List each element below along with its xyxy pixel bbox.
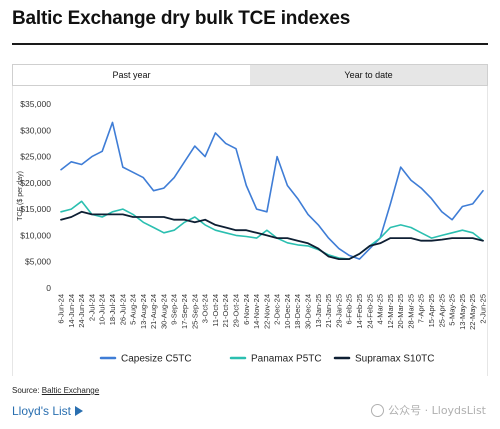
legend-label: Capesize C5TC <box>121 354 192 365</box>
x-tick-label: 26-Jul-24 <box>118 294 127 325</box>
title-divider <box>12 43 488 45</box>
x-tick-label: 18-Jul-24 <box>108 294 117 325</box>
x-tick-label: 15-Apr-25 <box>427 294 436 327</box>
x-tick-label: 24-Jun-24 <box>77 294 86 328</box>
y-tick-label: $30,000 <box>20 125 51 135</box>
y-axis-title: TCE ($ per day) <box>17 171 24 221</box>
y-tick-label: $35,000 <box>20 99 51 109</box>
x-tick-label: 22-May-25 <box>468 294 477 330</box>
line-chart: 0 $5,000 $10,000 $15,000 $20,000 $25,000 $30,0… <box>17 99 488 365</box>
x-tick-label: 14-Jun-24 <box>67 294 76 328</box>
series-line-capesize-c5tc <box>60 121 484 260</box>
x-tick-label: 22-Nov-24 <box>262 294 271 329</box>
x-tick-label: 28-Mar-25 <box>406 294 415 329</box>
x-tick-label: 11-Oct-24 <box>211 294 220 327</box>
x-tick-label: 4-Mar-25 <box>376 294 385 324</box>
legend-item: Supramax S10TC <box>333 354 434 365</box>
tab-bar: Past year Year to date <box>12 64 488 86</box>
x-tick-label: 9-Sep-24 <box>170 294 179 325</box>
x-tick-label: 25-Apr-25 <box>437 294 446 327</box>
brand-name: Lloyd's List <box>12 404 71 418</box>
x-tick-label: 20-Mar-25 <box>396 294 405 329</box>
x-tick-label: 13-Jan-25 <box>314 294 323 328</box>
x-tick-label: 25-Sep-24 <box>190 294 199 329</box>
y-tick-label: $20,000 <box>20 178 51 188</box>
x-tick-label: 21-Oct-24 <box>221 294 230 327</box>
x-tick-label: 7-Apr-25 <box>417 294 426 323</box>
x-tick-label: 24-Feb-25 <box>365 294 374 329</box>
x-tick-label: 5-Aug-24 <box>129 294 138 325</box>
brand-logo: Lloyd's List <box>12 404 84 418</box>
legend-label: Supramax S10TC <box>355 354 434 365</box>
source-note: Source: Baltic Exchange <box>12 386 99 395</box>
x-tick-label: 6-Nov-24 <box>242 294 251 325</box>
x-tick-label: 14-Feb-25 <box>355 294 364 329</box>
x-tick-label: 21-Aug-24 <box>149 294 158 329</box>
tab-year-to-date[interactable]: Year to date <box>250 65 487 85</box>
brand-mark-icon <box>75 406 83 416</box>
x-tick-label: 21-Jan-25 <box>324 294 333 328</box>
watermark: 公众号 · LloydsList <box>371 402 486 418</box>
y-tick-label: $25,000 <box>20 152 51 162</box>
legend-item: Panamax P5TC <box>229 354 322 365</box>
x-tick-label: 2-Jun-25 <box>479 294 488 324</box>
x-tick-label: 2-Jul-24 <box>87 294 96 321</box>
x-tick-label: 14-Nov-24 <box>252 294 261 329</box>
series-line-supramax-s10tc <box>60 210 484 261</box>
tab-past-year[interactable]: Past year <box>13 65 250 85</box>
x-tick-label: 17-Sep-24 <box>180 294 189 329</box>
chart-panel: 0 $5,000 $10,000 $15,000 $20,000 $25,000 $30,0… <box>12 86 488 376</box>
x-tick-label: 6-Jun-24 <box>57 294 66 324</box>
y-tick-label: $10,000 <box>20 230 51 240</box>
legend-item: Capesize C5TC <box>99 354 192 365</box>
source-prefix: Source: <box>12 386 42 395</box>
x-tick-label: 13-Aug-24 <box>139 294 148 329</box>
x-tick-label: 2-Dec-24 <box>273 294 282 325</box>
x-tick-label: 13-May-25 <box>458 294 467 330</box>
wechat-icon <box>371 403 385 417</box>
x-tick-label: 10-Dec-24 <box>283 294 292 329</box>
y-tick-label: 0 <box>46 283 51 293</box>
x-tick-label: 12-Mar-25 <box>386 294 395 329</box>
x-tick-label: 29-Oct-24 <box>231 294 240 327</box>
source-link[interactable]: Baltic Exchange <box>41 386 100 395</box>
y-tick-label: $5,000 <box>25 257 51 267</box>
x-tick-label: 5-May-25 <box>448 294 457 326</box>
x-tick-label: 10-Jul-24 <box>98 294 107 325</box>
legend-label: Panamax P5TC <box>251 354 322 365</box>
series-line-panamax-p5tc <box>60 200 484 260</box>
y-tick-label: $15,000 <box>20 204 51 214</box>
x-tick-label: 30-Aug-24 <box>159 294 168 329</box>
x-tick-label: 29-Jan-25 <box>334 294 343 328</box>
x-tick-label: 18-Dec-24 <box>293 294 302 329</box>
x-tick-label: 30-Dec-24 <box>304 294 313 329</box>
x-tick-label: 3-Oct-24 <box>201 294 210 323</box>
watermark-text: 公众号 · LloydsList <box>388 404 486 417</box>
x-tick-label: 6-Feb-25 <box>345 294 354 324</box>
chart-title: Baltic Exchange dry bulk TCE indexes <box>12 8 351 29</box>
